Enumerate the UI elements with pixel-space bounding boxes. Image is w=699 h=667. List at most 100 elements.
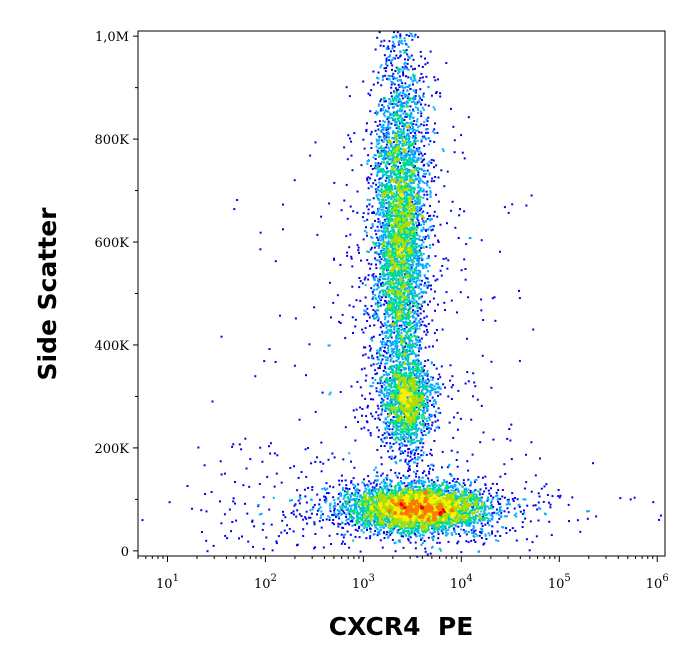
data-point bbox=[389, 309, 392, 312]
data-point bbox=[411, 432, 413, 435]
data-point bbox=[475, 507, 478, 510]
data-point bbox=[327, 344, 330, 347]
data-point bbox=[380, 139, 383, 142]
data-point bbox=[407, 68, 410, 71]
data-point bbox=[381, 190, 384, 193]
data-point bbox=[418, 378, 421, 381]
data-point bbox=[371, 168, 374, 170]
data-point bbox=[141, 519, 144, 522]
data-point bbox=[233, 208, 236, 211]
data-point bbox=[422, 190, 425, 193]
data-point bbox=[376, 449, 379, 451]
data-point bbox=[380, 64, 383, 67]
data-point bbox=[490, 487, 492, 490]
data-point bbox=[400, 164, 403, 167]
data-point bbox=[453, 483, 456, 486]
data-point bbox=[395, 474, 398, 477]
data-point bbox=[420, 323, 423, 326]
data-point bbox=[425, 417, 428, 420]
data-point bbox=[429, 393, 432, 396]
data-point bbox=[384, 186, 386, 189]
data-point bbox=[397, 388, 400, 391]
data-point bbox=[415, 242, 418, 245]
data-point bbox=[433, 429, 436, 432]
data-point bbox=[432, 402, 435, 405]
data-point bbox=[389, 339, 392, 342]
data-point bbox=[389, 479, 392, 482]
data-point bbox=[405, 94, 408, 96]
data-point bbox=[430, 288, 433, 291]
data-point bbox=[414, 393, 417, 396]
data-point bbox=[356, 380, 359, 383]
data-point bbox=[395, 351, 398, 354]
data-point bbox=[423, 529, 426, 532]
data-point bbox=[394, 215, 397, 218]
data-point bbox=[417, 226, 419, 229]
data-point bbox=[382, 369, 385, 372]
data-point bbox=[397, 358, 400, 360]
data-point bbox=[482, 543, 485, 546]
data-point bbox=[372, 210, 375, 213]
data-point bbox=[365, 226, 367, 229]
data-point bbox=[399, 459, 401, 462]
data-point bbox=[429, 467, 431, 470]
data-point bbox=[395, 427, 398, 430]
data-point bbox=[506, 507, 509, 510]
data-point bbox=[399, 485, 401, 488]
data-point bbox=[390, 343, 393, 346]
data-point bbox=[518, 359, 521, 362]
data-point bbox=[371, 297, 374, 300]
data-point bbox=[416, 157, 419, 160]
data-point bbox=[447, 259, 450, 262]
data-point bbox=[387, 200, 390, 203]
data-point bbox=[347, 134, 350, 137]
data-point bbox=[428, 172, 431, 175]
data-point bbox=[356, 514, 359, 517]
data-point bbox=[385, 378, 388, 381]
data-point bbox=[416, 301, 418, 304]
data-point bbox=[381, 204, 384, 207]
data-point bbox=[382, 273, 385, 276]
data-point bbox=[437, 176, 440, 179]
data-point bbox=[408, 35, 411, 37]
data-point bbox=[422, 236, 425, 239]
data-point bbox=[373, 288, 376, 291]
data-point bbox=[422, 387, 425, 390]
data-point bbox=[400, 148, 403, 151]
data-point bbox=[416, 531, 419, 534]
data-point bbox=[422, 210, 425, 213]
data-point bbox=[394, 285, 397, 288]
data-point bbox=[385, 146, 388, 149]
data-point bbox=[381, 161, 384, 164]
data-point bbox=[416, 371, 419, 374]
data-point bbox=[387, 78, 390, 81]
data-point bbox=[333, 507, 336, 510]
data-point bbox=[418, 147, 421, 149]
data-point bbox=[376, 349, 379, 352]
data-point bbox=[433, 405, 435, 408]
data-point bbox=[321, 513, 324, 516]
data-point bbox=[372, 519, 375, 522]
data-point bbox=[383, 173, 386, 176]
data-point bbox=[355, 515, 358, 518]
data-point bbox=[392, 360, 395, 363]
data-point bbox=[387, 128, 390, 131]
data-point bbox=[423, 274, 426, 277]
data-point bbox=[339, 511, 342, 514]
data-point bbox=[416, 428, 419, 431]
data-point bbox=[418, 325, 421, 327]
data-point bbox=[457, 489, 460, 492]
data-point bbox=[496, 511, 499, 514]
data-point bbox=[425, 123, 428, 126]
data-point bbox=[379, 388, 382, 391]
data-point bbox=[419, 275, 422, 278]
data-point bbox=[429, 190, 432, 193]
data-point bbox=[388, 122, 391, 125]
data-point bbox=[293, 504, 296, 507]
data-point bbox=[390, 485, 393, 488]
data-point bbox=[384, 296, 387, 299]
data-point bbox=[433, 210, 436, 213]
data-point bbox=[433, 76, 436, 79]
data-point bbox=[382, 399, 385, 402]
data-point bbox=[380, 481, 383, 484]
